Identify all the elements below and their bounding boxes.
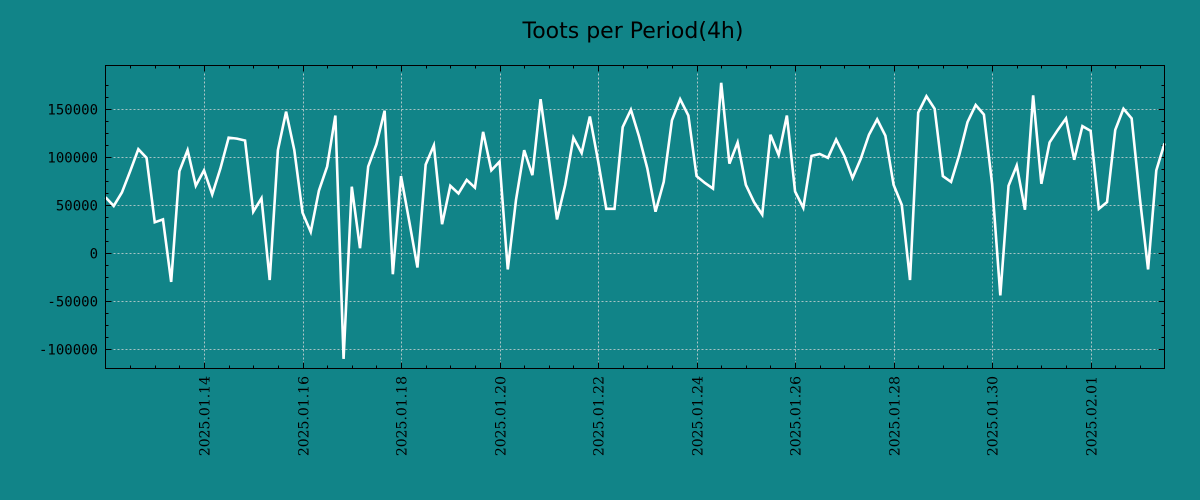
x-tick-label: 2025.01.16: [297, 376, 313, 456]
x-tick-label: 2025.01.26: [789, 376, 805, 456]
y-tick-label: 100000: [47, 151, 98, 167]
series-layer: [104, 82, 1166, 359]
y-tick-label: 0: [90, 247, 98, 263]
series-line-toots: [104, 82, 1166, 359]
y-tick-label: 150000: [47, 103, 98, 119]
x-tick-label: 2025.02.01: [1085, 376, 1101, 456]
plot-frame: [105, 65, 1165, 369]
tick-labels: 150000 100000 50000 0 -50000 -100000 2025.01.1…: [39, 103, 1101, 457]
x-tick-label: 2025.01.30: [986, 376, 1002, 456]
x-tick-label: 2025.01.24: [691, 376, 707, 456]
x-tick-label: 2025.01.14: [198, 376, 214, 456]
x-tick-label: 2025.01.28: [888, 376, 904, 456]
chart-title: Toots per Period(4h): [522, 19, 744, 44]
x-tick-label: 2025.01.22: [592, 376, 608, 456]
y-tick-label: 50000: [56, 199, 98, 215]
x-tick-label: 2025.01.18: [395, 376, 411, 456]
x-tick-label: 2025.01.20: [494, 376, 510, 456]
grid-lines: [105, 65, 1165, 369]
y-tick-label: -50000: [47, 295, 98, 311]
y-tick-label: -100000: [39, 343, 98, 359]
